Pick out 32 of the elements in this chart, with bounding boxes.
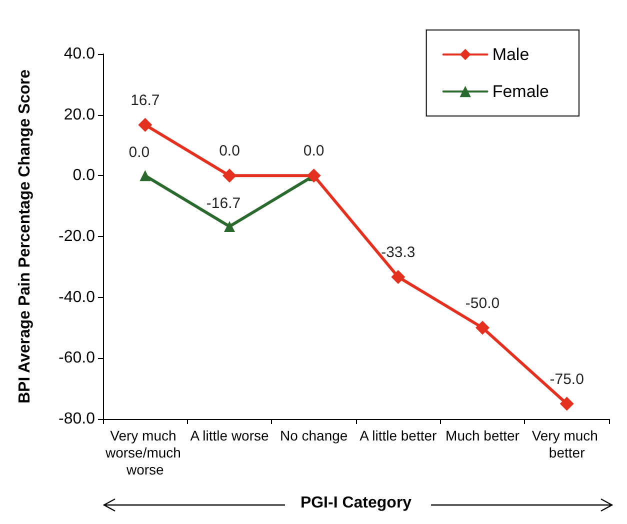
data-label: 0.0 (128, 144, 150, 162)
y-tick-label: -80.0 (58, 410, 96, 428)
y-tick-label: -20.0 (58, 228, 96, 245)
x-tick-label: Very much better (532, 428, 602, 460)
data-label: -16.7 (206, 194, 241, 212)
point (222, 168, 236, 183)
y-tick-label: -40.0 (58, 288, 96, 306)
y-axis-title: BPI Average Pain Percentage Change Score (16, 69, 34, 404)
data-label: 16.7 (130, 92, 160, 109)
point (224, 220, 235, 232)
data-label: 0.0 (219, 142, 240, 160)
legend-label: Female (492, 82, 549, 101)
y-tick-label: 40.0 (64, 46, 96, 62)
y-tick-label: 0.0 (72, 167, 96, 184)
data-label: -33.3 (381, 244, 416, 261)
point (391, 270, 406, 284)
legend-label: Male (492, 45, 530, 64)
x-tick-label: A little better (360, 428, 438, 444)
point (138, 118, 152, 132)
data-label: 0.0 (303, 142, 324, 160)
x-tick-label: Very much worse/much worse (104, 428, 185, 478)
x-tick-label: No change (280, 428, 348, 444)
x-axis-title: PGI-I Category (300, 494, 412, 512)
point (560, 396, 574, 411)
x-tick-label: Much better (446, 428, 520, 444)
x-tick-label: A little worse (190, 428, 270, 444)
data-label: -75.0 (550, 370, 584, 388)
data-label: -50.0 (465, 294, 500, 312)
point (140, 170, 151, 182)
point (476, 320, 490, 335)
y-tick-label: 20.0 (64, 106, 96, 124)
y-tick-label: -60.0 (58, 350, 96, 367)
